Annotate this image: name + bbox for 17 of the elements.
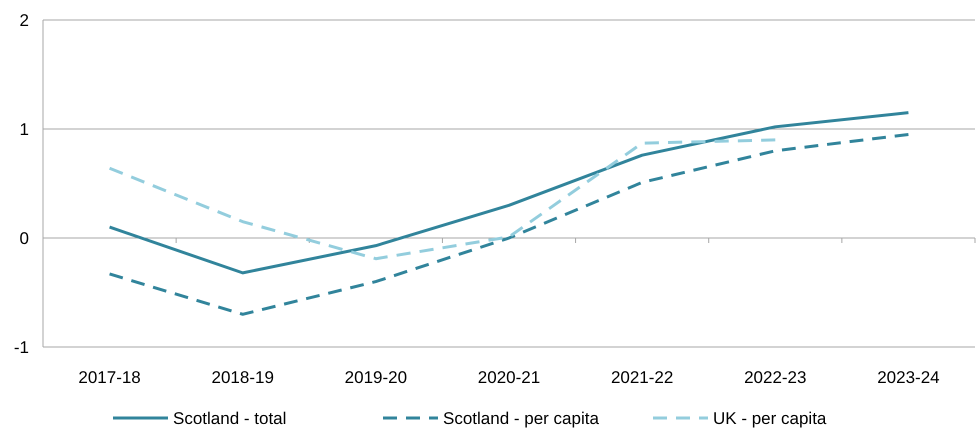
x-tick-label: 2019-20 bbox=[344, 368, 408, 387]
y-tick-label: 2 bbox=[20, 10, 29, 30]
y-tick-label: 1 bbox=[20, 120, 29, 139]
legend-label: UK - per capita bbox=[713, 408, 827, 428]
x-tick-label: 2023-24 bbox=[877, 368, 940, 387]
legend-label: Scotland - per capita bbox=[443, 408, 600, 428]
x-tick-label: 2018-19 bbox=[212, 368, 274, 387]
line-series bbox=[108, 132, 910, 316]
y-tick-label: -1 bbox=[14, 338, 29, 357]
x-tick-label: 2017-18 bbox=[78, 368, 141, 387]
x-tick-label: 2020-21 bbox=[478, 368, 540, 387]
y-tick-label: 0 bbox=[20, 228, 29, 248]
line-series bbox=[108, 138, 777, 260]
x-tick-label: 2022-23 bbox=[744, 368, 806, 387]
line-series bbox=[108, 111, 910, 274]
x-tick-label: 2021-22 bbox=[610, 368, 674, 387]
legend-label: Scotland - total bbox=[173, 408, 286, 428]
